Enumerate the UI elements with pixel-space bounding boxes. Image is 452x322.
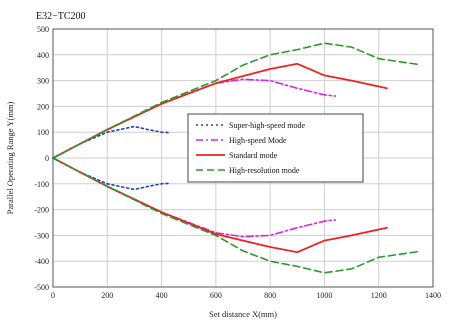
legend-label: Super-high-speed mode: [229, 121, 305, 130]
y-tick-label: 300: [37, 77, 49, 86]
x-tick-labels: 0 200 400 600 800 1000 1200 1400: [51, 291, 441, 300]
series-layer: [52, 42, 421, 274]
legend-label: High-resolution mode: [229, 166, 300, 175]
x-tick-label: 600: [210, 291, 222, 300]
y-axis-label: Parallel Operating Range Y(mm): [5, 101, 15, 214]
y-tick-label: 200: [37, 102, 49, 111]
y-tick-labels: -500 -400 -300 -200 -100 0 100 200 300 400 500: [34, 25, 49, 292]
y-tick-label: -100: [34, 180, 49, 189]
x-tick-label: 1200: [371, 291, 387, 300]
x-tick-label: 200: [101, 291, 113, 300]
y-tick-label: -300: [34, 231, 49, 240]
x-tick-label: 0: [51, 291, 55, 300]
y-tick-label: -200: [34, 206, 49, 215]
series-line-lower: [52, 157, 421, 274]
y-tick-label: 100: [37, 128, 49, 137]
x-tick-label: 1400: [425, 291, 441, 300]
y-tick-label: -500: [34, 283, 49, 292]
y-tick-label: 400: [37, 51, 49, 60]
x-tick-label: 800: [264, 291, 276, 300]
x-axis-label: Set distance X(mm): [209, 309, 277, 319]
y-tick-label: 500: [37, 25, 49, 34]
legend-label: High-speed Mode: [229, 136, 287, 145]
legend-label: Standard mode: [229, 151, 278, 160]
legend: Super-high-speed mode High-speed Mode Stan…: [187, 113, 364, 183]
chart-title: E32−TC200: [36, 11, 86, 22]
y-tick-label: -400: [34, 257, 49, 266]
series-line-upper: [52, 42, 421, 159]
x-tick-label: 400: [156, 291, 168, 300]
y-tick-label: 0: [45, 154, 49, 163]
x-tick-label: 1000: [316, 291, 332, 300]
plot-frame: [52, 28, 434, 288]
series-4: [52, 42, 421, 274]
